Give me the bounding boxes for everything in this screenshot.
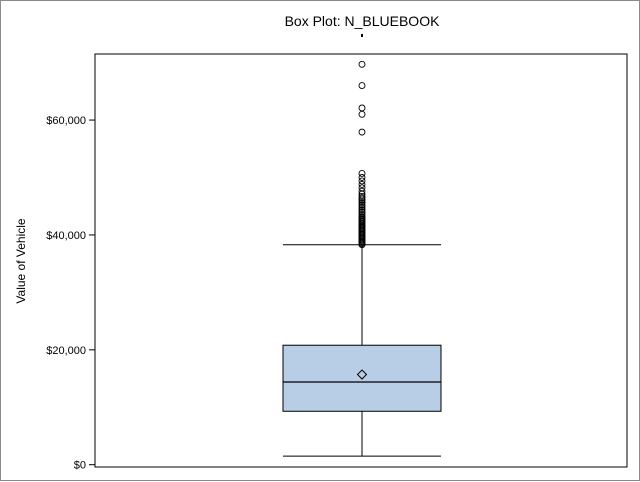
outlier-point xyxy=(358,60,366,68)
mean-marker xyxy=(356,369,368,380)
outlier-point xyxy=(358,82,366,90)
outlier-point xyxy=(358,174,366,181)
outlier-point xyxy=(358,203,366,211)
y-axis-label: Value of Vehicle xyxy=(14,218,28,303)
outlier-point xyxy=(358,187,366,195)
outlier-point xyxy=(358,194,366,202)
outlier-point xyxy=(358,201,366,209)
outlier-point xyxy=(358,213,366,221)
outlier-point xyxy=(358,198,366,206)
outlier-point xyxy=(358,199,366,207)
outlier-point xyxy=(358,170,366,177)
outlier-point xyxy=(358,184,366,192)
outlier-point xyxy=(358,180,366,188)
outlier-point xyxy=(358,205,366,212)
outlier-point xyxy=(358,128,366,136)
iqr-box xyxy=(282,344,442,412)
outlier-point xyxy=(358,177,366,185)
outlier-point xyxy=(358,210,366,218)
y-tick-label: $0 xyxy=(74,460,86,472)
outlier-point xyxy=(358,193,366,200)
outlier-point xyxy=(358,104,366,112)
y-axis: $0 $20,000 $40,000 $60,000 xyxy=(46,115,95,472)
outlier-point xyxy=(358,211,366,219)
box-plot-marks xyxy=(282,34,442,457)
y-tick-label: $40,000 xyxy=(46,230,86,242)
chart-title: Box Plot: N_BLUEBOOK xyxy=(285,13,441,29)
y-tick-label: $60,000 xyxy=(46,115,86,127)
outlier-point xyxy=(358,206,366,214)
outlier-point xyxy=(358,208,366,216)
y-tick-label: $20,000 xyxy=(46,345,86,357)
